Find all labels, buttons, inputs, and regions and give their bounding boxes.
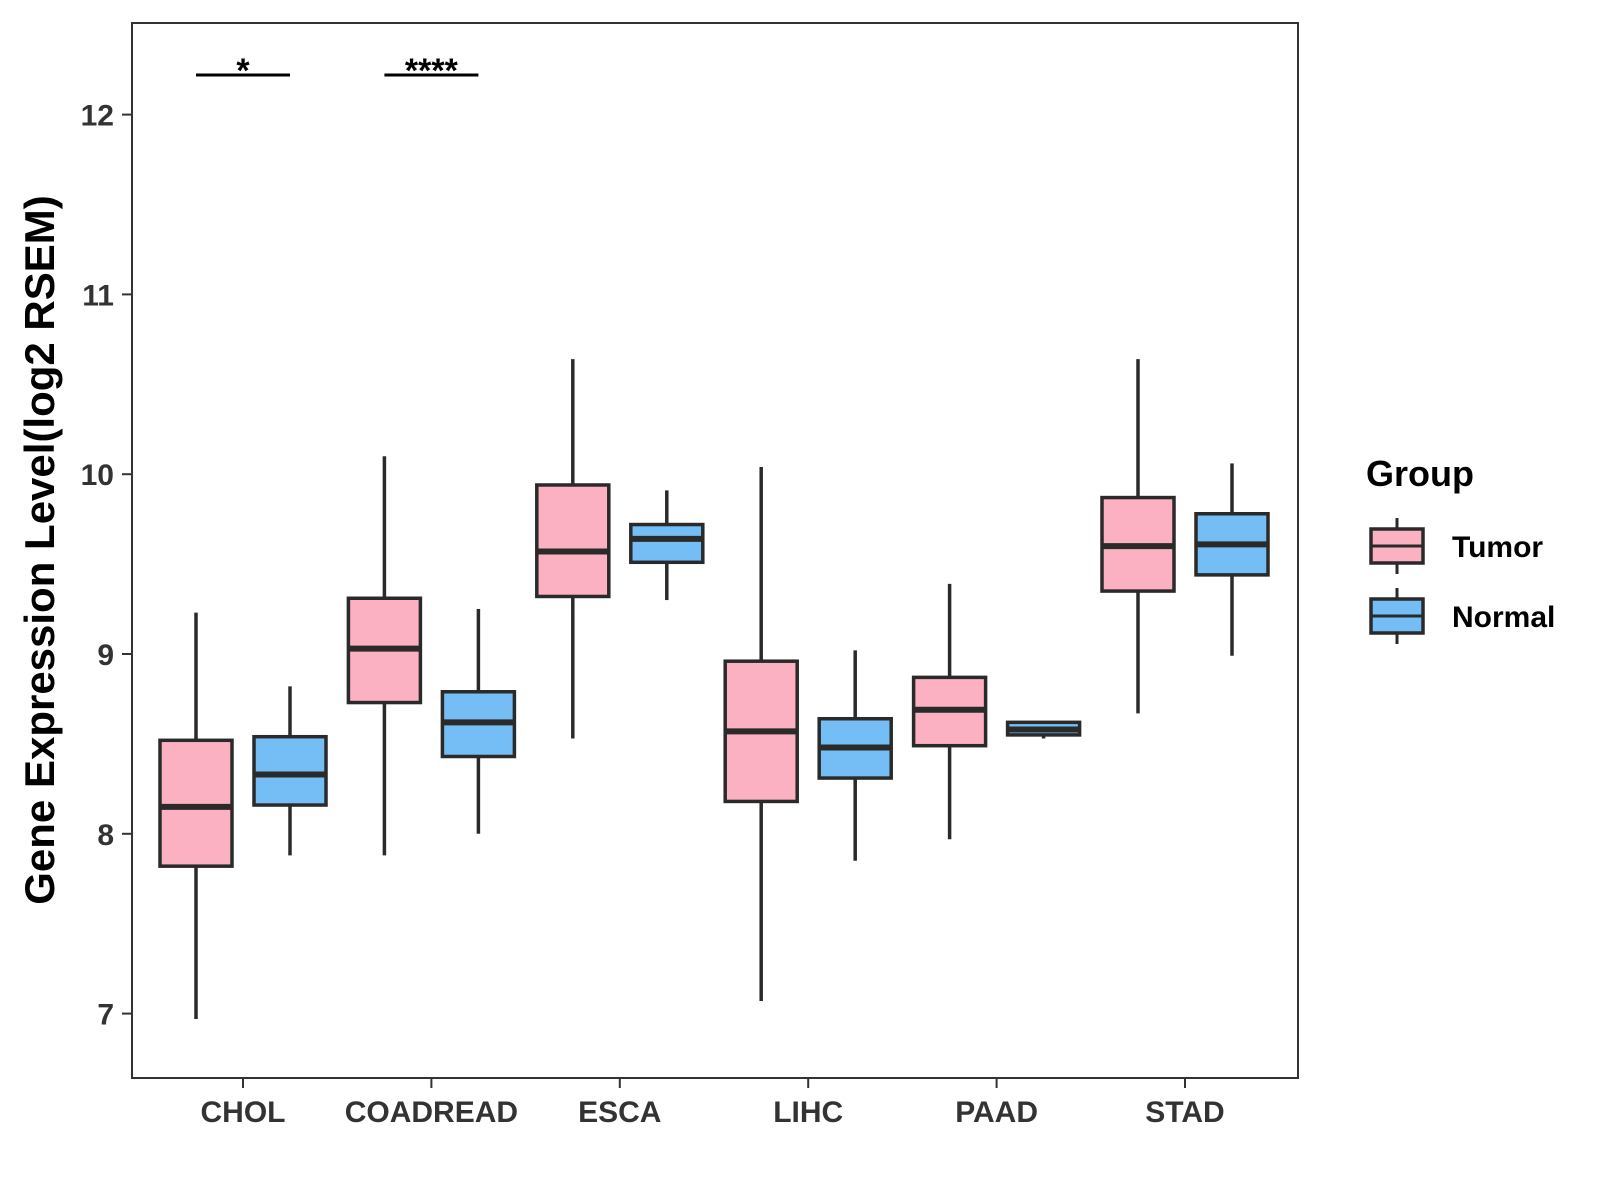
x-tick-label-paad: PAAD — [955, 1096, 1038, 1129]
significance-label: **** — [405, 52, 459, 90]
y-tick-label-9: 9 — [97, 639, 114, 672]
box-body — [252, 734, 328, 807]
legend-label-tumor: Tumor — [1452, 531, 1543, 564]
y-tick-label-8: 8 — [97, 819, 114, 852]
box-normal-paad — [1005, 720, 1082, 739]
box-tumor-chol — [158, 612, 234, 1019]
x-tick-label-lihc: LIHC — [773, 1096, 843, 1129]
box-body — [535, 483, 611, 599]
legend-title: Group — [1366, 453, 1474, 494]
x-tick-label-esca: ESCA — [578, 1096, 661, 1129]
box-tumor-coadread — [346, 456, 423, 856]
box-normal-stad — [1194, 463, 1270, 656]
legend-item-normal: Normal — [1369, 588, 1555, 644]
box-normal-chol — [252, 686, 328, 856]
legend: Group Tumor Normal — [1366, 453, 1555, 644]
y-axis-title: Gene Expression Level(log2 RSEM) — [16, 195, 63, 905]
x-tick-label-stad: STAD — [1145, 1096, 1224, 1129]
box-tumor-paad — [911, 583, 988, 840]
box-body — [158, 738, 234, 868]
y-tick-label-10: 10 — [81, 459, 114, 492]
significance-chol: * — [196, 52, 290, 90]
significance-label: * — [236, 52, 250, 90]
box-normal-esca — [629, 490, 705, 601]
x-tick-label-chol: CHOL — [201, 1096, 286, 1129]
box-normal-lihc — [817, 650, 893, 861]
legend-label-normal: Normal — [1452, 601, 1555, 634]
y-tick-label-11: 11 — [82, 279, 114, 312]
box-body — [629, 522, 705, 565]
box-normal-coadread — [440, 609, 517, 834]
y-axis: 7 8 9 10 11 12 — [81, 100, 132, 1032]
box-tumor-esca — [535, 359, 611, 739]
legend-item-tumor: Tumor — [1369, 518, 1543, 574]
box-tumor-lihc — [723, 467, 799, 1002]
x-tick-label-coadread: COADREAD — [345, 1096, 518, 1129]
box-tumor-stad — [1100, 359, 1176, 714]
y-tick-label-12: 12 — [81, 100, 114, 133]
significance-coadread: **** — [384, 52, 479, 90]
x-axis: CHOL COADREAD ESCA LIHC PAAD STAD — [201, 1078, 1225, 1129]
chart-marks: * **** — [158, 52, 1270, 1019]
y-tick-label-7: 7 — [97, 999, 114, 1032]
